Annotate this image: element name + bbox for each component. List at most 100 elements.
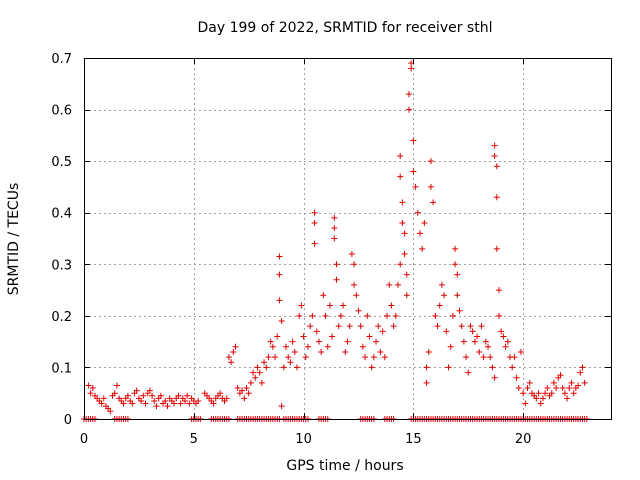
data-point [491, 374, 498, 381]
data-point [427, 158, 434, 165]
data-point [256, 369, 263, 376]
data-point [559, 385, 566, 392]
data-point [318, 348, 325, 355]
data-point [171, 400, 178, 407]
data-point [366, 333, 373, 340]
data-point [265, 354, 272, 361]
data-point [362, 354, 369, 361]
data-point [269, 343, 276, 350]
data-point [373, 338, 380, 345]
data-point [153, 403, 160, 410]
data-point [324, 343, 331, 350]
data-point [351, 281, 358, 288]
x-tick-label: 10 [295, 432, 312, 447]
data-point [278, 318, 285, 325]
data-point [217, 390, 224, 397]
plot-frame [84, 58, 612, 420]
data-point [379, 328, 386, 335]
data-point [445, 364, 452, 371]
data-point [410, 168, 417, 175]
data-point [496, 287, 503, 294]
data-point [320, 292, 327, 299]
data-point [133, 387, 140, 394]
data-point [408, 65, 415, 72]
data-point [384, 312, 391, 319]
data-point [509, 364, 516, 371]
data-point [467, 323, 474, 330]
data-point [313, 328, 320, 335]
data-point [331, 235, 338, 242]
data-point [329, 333, 336, 340]
data-point [239, 387, 246, 394]
data-point [272, 354, 279, 361]
data-point [353, 292, 360, 299]
data-point [458, 323, 465, 330]
data-point [399, 199, 406, 206]
data-point [283, 343, 290, 350]
data-point [87, 390, 94, 397]
data-point [570, 390, 577, 397]
y-tick-label: 0.5 [51, 155, 72, 170]
data-point [276, 271, 283, 278]
data-point [500, 333, 507, 340]
data-point [476, 348, 483, 355]
data-point [276, 253, 283, 260]
data-point [164, 403, 171, 410]
data-point [289, 338, 296, 345]
data-point [245, 390, 252, 397]
data-point [568, 379, 575, 386]
data-point [184, 392, 191, 399]
data-point [493, 245, 500, 252]
data-point [232, 343, 239, 350]
data-point [480, 354, 487, 361]
data-point [579, 364, 586, 371]
data-point [138, 397, 145, 404]
data-point [331, 214, 338, 221]
grid [84, 58, 611, 419]
y-tick-label: 0.1 [51, 361, 72, 376]
data-point [397, 152, 404, 159]
data-point [98, 400, 105, 407]
data-point [100, 395, 107, 402]
data-point [287, 359, 294, 366]
data-point [223, 395, 230, 402]
x-tick-label: 15 [405, 432, 422, 447]
data-point [254, 364, 261, 371]
data-point [566, 385, 573, 392]
data-point [577, 369, 584, 376]
data-point [228, 359, 235, 366]
data-point [550, 379, 557, 386]
data-point [454, 292, 461, 299]
data-point [337, 312, 344, 319]
data-point [243, 385, 250, 392]
data-point [291, 348, 298, 355]
data-point [454, 271, 461, 278]
data-point [421, 220, 428, 227]
data-point [460, 338, 467, 345]
data-point [261, 359, 268, 366]
data-point [381, 354, 388, 361]
data-point [493, 194, 500, 201]
data-point [241, 395, 248, 402]
data-point [493, 163, 500, 170]
x-tick-label: 0 [80, 432, 88, 447]
data-point [436, 302, 443, 309]
data-point [346, 323, 353, 330]
data-point [535, 390, 542, 397]
y-axis-title: SRMTID / TECUs [6, 183, 22, 296]
data-point [311, 240, 318, 247]
data-point [340, 302, 347, 309]
data-point [307, 323, 314, 330]
data-point [120, 400, 127, 407]
data-point [414, 209, 421, 216]
data-point [124, 392, 131, 399]
data-point [434, 323, 441, 330]
data-point [377, 348, 384, 355]
y-tick-label: 0.3 [51, 258, 72, 273]
data-point [478, 323, 485, 330]
data-point [542, 390, 549, 397]
data-point [111, 390, 118, 397]
data-point [397, 261, 404, 268]
data-point [302, 354, 309, 361]
data-point [441, 292, 448, 299]
